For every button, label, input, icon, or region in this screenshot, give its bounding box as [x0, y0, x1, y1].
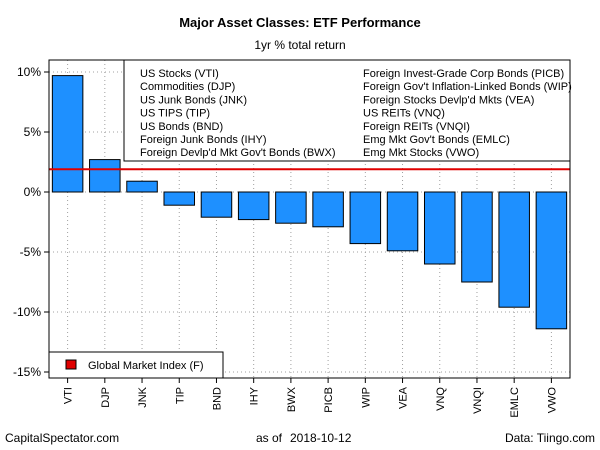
plot-frame	[48, 59, 571, 379]
legend-entry: Emg Mkt Stocks (VWO)	[363, 147, 479, 159]
x-tick-label: WIP	[360, 387, 372, 408]
legend-layer: US Stocks (VTI) Foreign Invest-Grade Corp…	[49, 59, 572, 171]
bar-vnq	[423, 191, 456, 265]
x-tick-label: BWX	[286, 386, 298, 412]
legend-entry: US TIPS (TIP)	[140, 108, 210, 120]
bar-bnd	[200, 191, 233, 218]
legend-entry: US REITs (VNQ)	[363, 108, 445, 120]
legend-entry: Foreign REITs (VNQI)	[363, 121, 470, 133]
x-tick-label: VNQ	[435, 387, 447, 411]
bar-bwx	[275, 191, 307, 224]
x-tick-label: EMLC	[509, 387, 521, 418]
y-tick-label: 5%	[24, 125, 42, 139]
legend-entry: Emg Mkt Gov't Bonds (EMLC)	[363, 134, 510, 146]
bar-vnqi	[461, 191, 493, 283]
legend-entry: Commodities (DJP)	[140, 81, 235, 93]
index-legend-box	[48, 351, 224, 379]
x-tick-label: VEA	[398, 386, 410, 409]
y-tick-label: -5%	[20, 245, 42, 259]
x-tick-label: JNK	[137, 386, 149, 407]
x-tick-label: TIP	[174, 387, 186, 404]
footer-date-prefix: as of	[256, 431, 283, 445]
footer-source: CapitalSpectator.com	[5, 431, 119, 445]
legend-entry: US Junk Bonds (JNK)	[140, 94, 247, 106]
chart-subtitle: 1yr % total return	[254, 38, 345, 52]
bar-vwo	[535, 191, 568, 330]
legend-entry: Foreign Devlp'd Mkt Gov't Bonds (BWX)	[140, 147, 336, 159]
bar-wip	[349, 191, 382, 245]
y-tick-label: 10%	[17, 65, 41, 79]
bar-vea	[386, 191, 419, 252]
footer-data-source: Data: Tiingo.com	[505, 431, 595, 445]
y-tick-label: -10%	[13, 305, 41, 319]
bar-ihy	[237, 191, 270, 221]
bar-jnk	[126, 180, 158, 193]
y-tick-label: 0%	[24, 185, 42, 199]
x-tick-label: VTI	[63, 387, 75, 404]
x-tick-label: IHY	[249, 386, 261, 405]
y-tick-label: -15%	[13, 365, 41, 379]
footer-date: 2018-10-12	[290, 431, 352, 445]
bar-tip	[163, 191, 196, 206]
bar-emlc	[498, 191, 530, 308]
x-tick-label: VWO	[546, 387, 558, 414]
legend-entry: Foreign Gov't Inflation-Linked Bonds (WI…	[363, 81, 572, 93]
index-legend-label: Global Market Index (F)	[88, 360, 204, 372]
legend-entry: US Bonds (BND)	[140, 121, 223, 133]
x-tick-label: VNQI	[472, 387, 484, 414]
legend-box	[123, 59, 571, 162]
x-tick-label: PICB	[323, 387, 335, 413]
legend-entry: US Stocks (VTI)	[140, 68, 219, 80]
x-tick-label: DJP	[100, 387, 112, 408]
bar-layer	[51, 75, 568, 330]
bar-picb	[312, 191, 344, 228]
legend-entry: Foreign Junk Bonds (IHY)	[140, 134, 267, 146]
axis-layer: 10% 5% 0% -5% -10% -15% VTI DJP JNK TIP BND IHY BWX P…	[13, 65, 558, 418]
legend-entry: Foreign Invest-Grade Corp Bonds (PICB)	[363, 68, 564, 80]
bar-vti	[51, 75, 84, 193]
legend-entry: Foreign Stocks Devlp'd Mkts (VEA)	[363, 94, 534, 106]
bar-djp	[89, 159, 121, 193]
chart-title: Major Asset Classes: ETF Performance	[179, 15, 421, 30]
index-legend: Global Market Index (F)	[48, 351, 224, 379]
x-tick-label: BND	[211, 387, 223, 410]
index-legend-swatch	[65, 359, 77, 370]
